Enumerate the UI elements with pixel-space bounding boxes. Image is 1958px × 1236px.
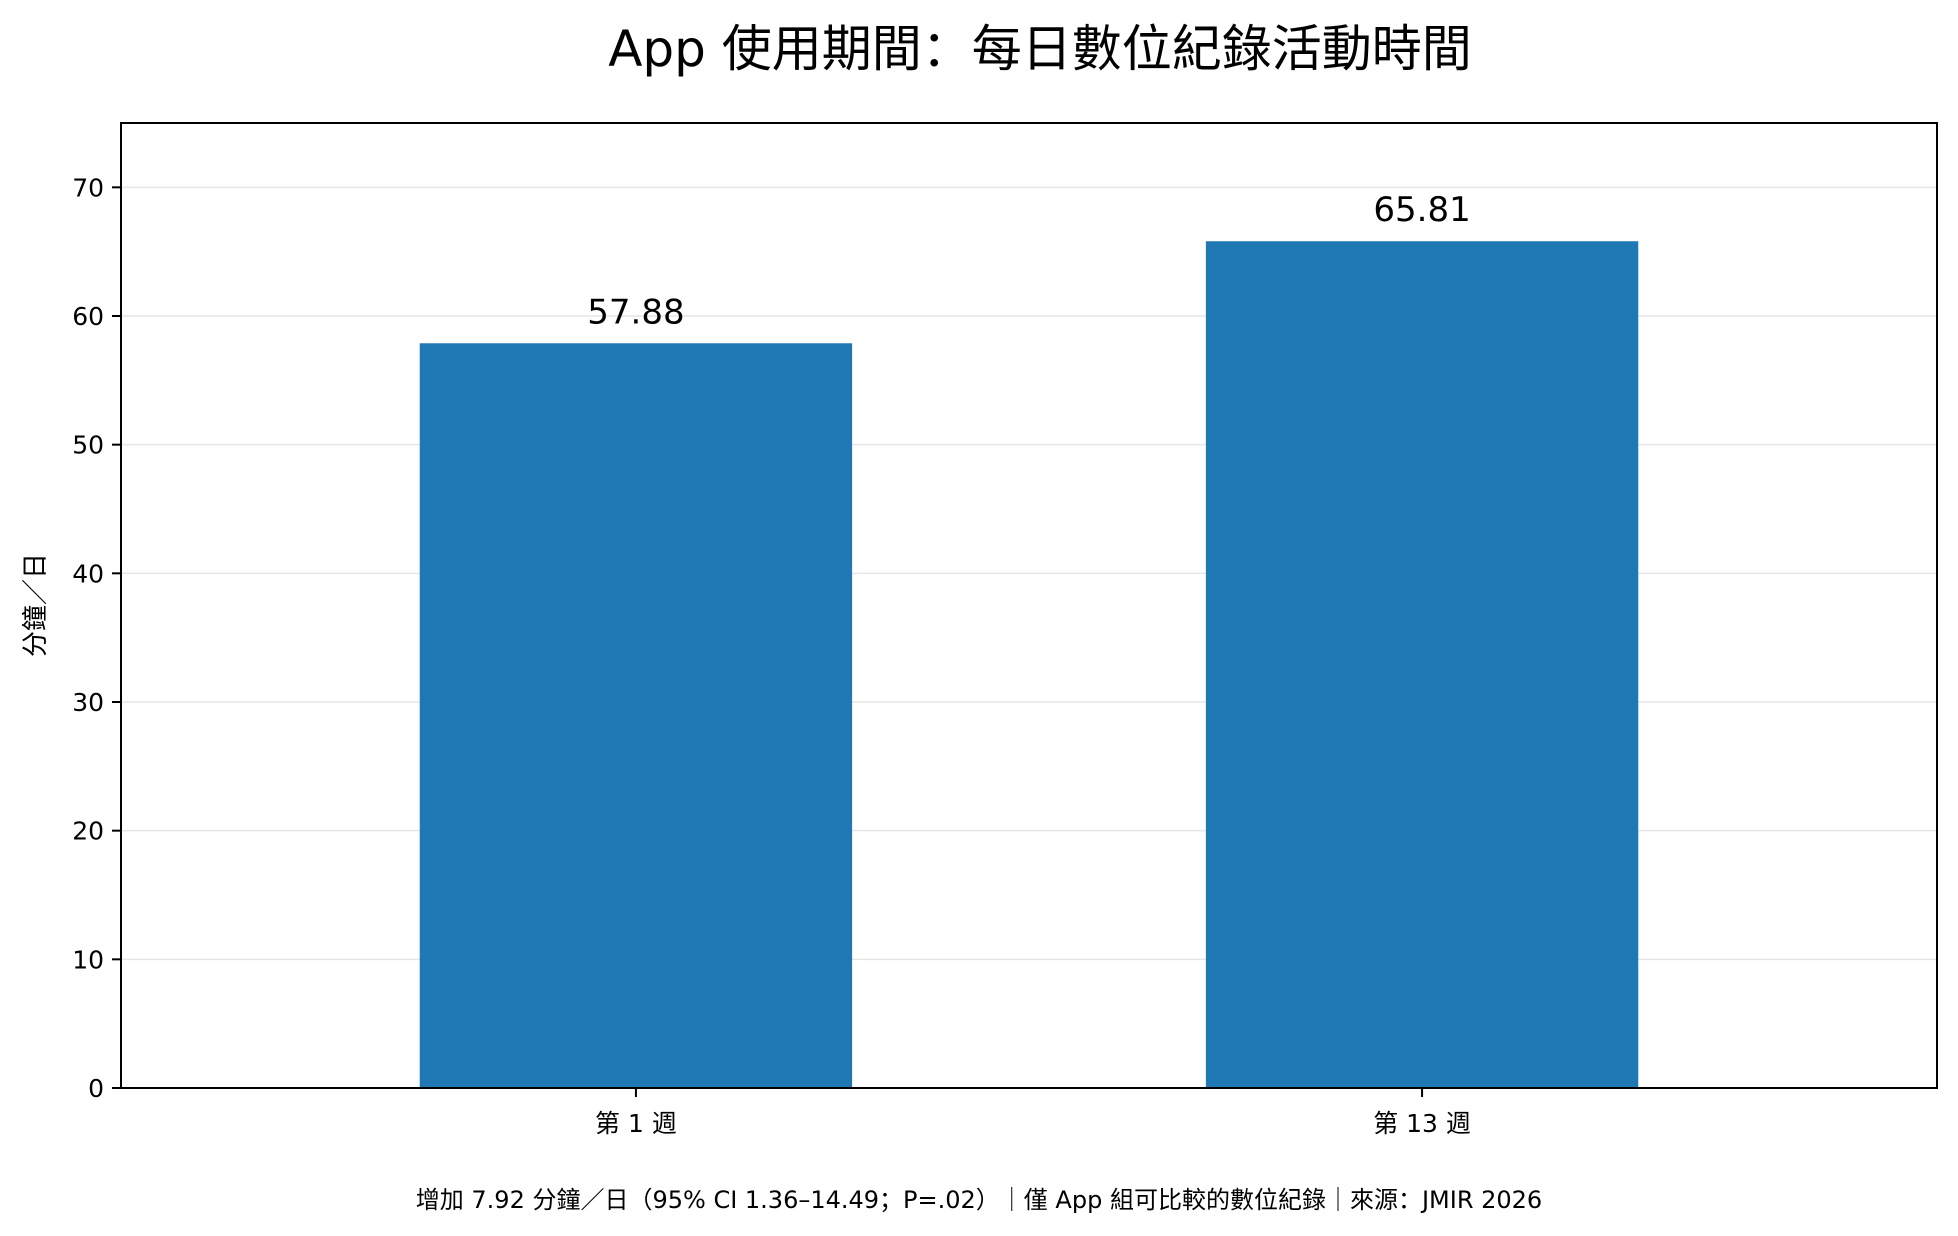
y-tick-label-5: 50 xyxy=(72,431,104,460)
value-labels: 57.88 65.81 xyxy=(587,190,1470,332)
y-axis-ticks: 0 10 20 30 40 50 60 70 xyxy=(72,173,121,1103)
y-tick-label-4: 40 xyxy=(72,559,104,588)
value-label-0: 57.88 xyxy=(587,292,684,332)
chart-title: App 使用期間：每日數位紀錄活動時間 xyxy=(608,20,1472,78)
y-tick-label-7: 70 xyxy=(72,173,104,202)
plot-frame xyxy=(120,122,1938,1089)
x-axis-ticks: 第 1 週 第 13 週 xyxy=(595,1088,1471,1138)
y-tick-label-0: 0 xyxy=(88,1074,104,1103)
x-tick-label-1: 第 13 週 xyxy=(1373,1109,1471,1138)
y-tick-label-1: 10 xyxy=(72,945,104,974)
y-tick-label-3: 30 xyxy=(72,688,104,717)
bar-0 xyxy=(419,343,853,1088)
y-tick-label-6: 60 xyxy=(72,302,104,331)
bar-1 xyxy=(1205,241,1639,1089)
x-tick-label-0: 第 1 週 xyxy=(595,1109,677,1138)
y-axis-label: 分鐘／日 xyxy=(21,553,51,657)
value-label-1: 65.81 xyxy=(1373,190,1470,230)
footnote: 增加 7.92 分鐘／日（95% CI 1.36–14.49；P=.02）｜僅 … xyxy=(416,1186,1542,1214)
bars xyxy=(419,241,1639,1089)
gridlines xyxy=(121,186,1937,961)
y-tick-label-2: 20 xyxy=(72,817,104,846)
